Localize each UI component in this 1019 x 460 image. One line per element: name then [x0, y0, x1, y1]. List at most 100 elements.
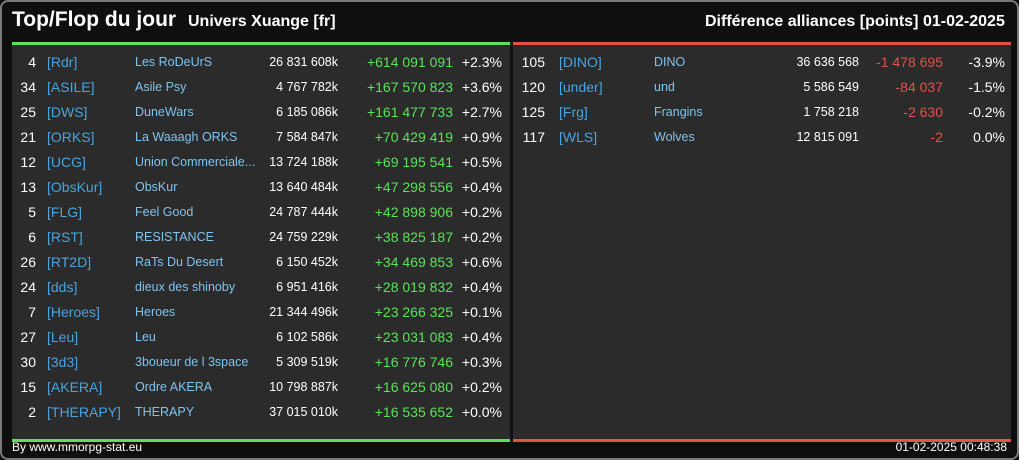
- points-cell: 4 767 782k: [276, 80, 338, 94]
- alliance-row: 12 [UCG] Union Commerciale... 13 724 188k +6…: [12, 150, 510, 175]
- alliance-name-link[interactable]: DINO: [654, 55, 686, 69]
- points-cell: 5 309 519k: [276, 355, 338, 369]
- diff-cell: +167 570 823: [366, 79, 453, 95]
- points-cell: 26 831 608k: [269, 55, 338, 69]
- alliance-tag-link[interactable]: [DINO]: [559, 54, 602, 70]
- percent-cell: -3.9%: [968, 54, 1005, 70]
- alliance-name-link[interactable]: Asile Psy: [135, 80, 187, 94]
- percent-cell: +0.9%: [461, 129, 502, 145]
- percent-cell: +0.4%: [461, 279, 502, 295]
- alliance-tag-link[interactable]: [dds]: [47, 279, 78, 295]
- alliance-tag-link[interactable]: [FLG]: [47, 204, 83, 220]
- alliance-name-link[interactable]: Ordre AKERA: [135, 380, 213, 394]
- points-cell: 10 798 887k: [269, 380, 338, 394]
- rank-cell: 117: [522, 129, 545, 145]
- alliance-tag-link[interactable]: [Frg]: [559, 104, 588, 120]
- rank-cell: 120: [521, 79, 545, 95]
- diff-cell: -2 630: [903, 104, 943, 120]
- alliance-row: 34 [ASILE] Asile Psy 4 767 782k +167 570 823…: [12, 75, 510, 100]
- percent-cell: +3.6%: [461, 79, 502, 95]
- percent-cell: +0.3%: [461, 354, 502, 370]
- rank-cell: 6: [28, 229, 36, 245]
- alliance-tag-link[interactable]: [DWS]: [47, 104, 88, 120]
- alliance-name-link[interactable]: Feel Good: [135, 205, 194, 219]
- diff-cell: -2: [930, 129, 943, 145]
- alliance-tag-link[interactable]: [AKERA]: [47, 379, 103, 395]
- diff-cell: +47 298 556: [374, 179, 453, 195]
- alliance-name-link[interactable]: Union Commerciale...: [135, 155, 256, 169]
- alliance-name-link[interactable]: Frangins: [654, 105, 703, 119]
- percent-cell: +0.1%: [461, 304, 502, 320]
- diff-cell: +23 266 325: [374, 304, 453, 320]
- points-cell: 7 584 847k: [276, 130, 338, 144]
- diff-cell: +38 825 187: [374, 229, 453, 245]
- alliance-tag-link[interactable]: [ORKS]: [47, 129, 95, 145]
- alliance-row: 25 [DWS] DuneWars 6 185 086k +161 477 733 +2.…: [12, 100, 510, 125]
- alliance-tag-link[interactable]: [Rdr]: [47, 54, 78, 70]
- diff-cell: -1 478 695: [876, 54, 943, 70]
- alliance-tag-link[interactable]: [ASILE]: [47, 79, 95, 95]
- points-cell: 24 759 229k: [269, 230, 338, 244]
- alliance-tag-link[interactable]: [RT2D]: [47, 254, 92, 270]
- diff-cell: +28 019 832: [374, 279, 453, 295]
- percent-cell: +0.0%: [461, 404, 502, 420]
- generated-timestamp: 01-02-2025 00:48:38: [895, 440, 1007, 454]
- alliance-tag-link[interactable]: [Leu]: [47, 329, 79, 345]
- points-cell: 6 150 452k: [276, 255, 338, 269]
- rank-cell: 27: [20, 329, 36, 345]
- points-cell: 13 724 188k: [269, 155, 338, 169]
- rank-cell: 21: [20, 129, 36, 145]
- points-cell: 12 815 091: [796, 130, 859, 144]
- alliance-row: 6 [RST] RESISTANCE 24 759 229k +38 825 187 +0…: [12, 225, 510, 250]
- alliance-row: 125 [Frg] Frangins 1 758 218 -2 630 -0.2%: [513, 100, 1011, 125]
- diff-cell: +16 625 080: [374, 379, 453, 395]
- percent-cell: +0.2%: [461, 379, 502, 395]
- alliance-row: 120 [under] und 5 586 549 -84 037 -1.5%: [513, 75, 1011, 100]
- alliance-name-link[interactable]: Heroes: [135, 305, 176, 319]
- points-cell: 6 185 086k: [276, 105, 338, 119]
- alliance-name-link[interactable]: THERAPY: [135, 405, 195, 419]
- alliance-name-link[interactable]: dieux des shinoby: [135, 280, 236, 294]
- alliance-name-link[interactable]: RESISTANCE: [135, 230, 214, 244]
- alliance-tag-link[interactable]: [WLS]: [559, 129, 598, 145]
- diff-cell: +16 776 746: [374, 354, 453, 370]
- percent-cell: +0.4%: [461, 179, 502, 195]
- alliance-name-link[interactable]: ObsKur: [135, 180, 178, 194]
- percent-cell: +2.3%: [461, 54, 502, 70]
- rank-cell: 30: [20, 354, 36, 370]
- alliance-name-link[interactable]: Leu: [135, 330, 156, 344]
- alliance-row: 2 [THERAPY] THERAPY 37 015 010k +16 535 652 +…: [12, 400, 510, 425]
- rank-cell: 125: [521, 104, 545, 120]
- diff-cell: +69 195 541: [374, 154, 453, 170]
- rank-cell: 5: [28, 204, 36, 220]
- alliance-row: 15 [AKERA] Ordre AKERA 10 798 887k +16 625 0…: [12, 375, 510, 400]
- alliance-tag-link[interactable]: [3d3]: [47, 354, 79, 370]
- alliance-tag-link[interactable]: [UCG]: [47, 154, 86, 170]
- alliance-tag-link[interactable]: [Heroes]: [47, 304, 100, 320]
- alliance-tag-link[interactable]: [ObsKur]: [47, 179, 103, 195]
- rank-cell: 2: [28, 404, 36, 420]
- flop-panel: 105 [DINO] DINO 36 636 568 -1 478 695 -3.9% 12…: [513, 42, 1011, 442]
- rank-cell: 15: [20, 379, 36, 395]
- section-title: Différence alliances [points]: [705, 13, 919, 30]
- alliance-tag-link[interactable]: [under]: [559, 79, 603, 95]
- diff-cell: +34 469 853: [374, 254, 453, 270]
- points-cell: 1 758 218: [803, 105, 859, 119]
- rank-cell: 26: [20, 254, 36, 270]
- diff-cell: +16 535 652: [374, 404, 453, 420]
- alliance-tag-link[interactable]: [THERAPY]: [47, 404, 121, 420]
- alliance-row: 30 [3d3] 3boueur de l 3space 5 309 519k +16 …: [12, 350, 510, 375]
- alliance-name-link[interactable]: und: [654, 80, 675, 94]
- page-title: Top/Flop du jour: [12, 8, 177, 31]
- alliance-name-link[interactable]: Les RoDeUrS: [135, 55, 213, 69]
- alliance-row: 27 [Leu] Leu 6 102 586k +23 031 083 +0.4%: [12, 325, 510, 350]
- alliance-name-link[interactable]: Wolves: [654, 130, 695, 144]
- rank-cell: 25: [20, 104, 36, 120]
- alliance-name-link[interactable]: 3boueur de l 3space: [135, 355, 249, 369]
- alliance-tag-link[interactable]: [RST]: [47, 229, 83, 245]
- alliance-name-link[interactable]: DuneWars: [135, 105, 194, 119]
- alliance-name-link[interactable]: La Waaagh ORKS: [135, 130, 238, 144]
- percent-cell: +0.2%: [461, 229, 502, 245]
- alliance-name-link[interactable]: RaTs Du Desert: [135, 255, 224, 269]
